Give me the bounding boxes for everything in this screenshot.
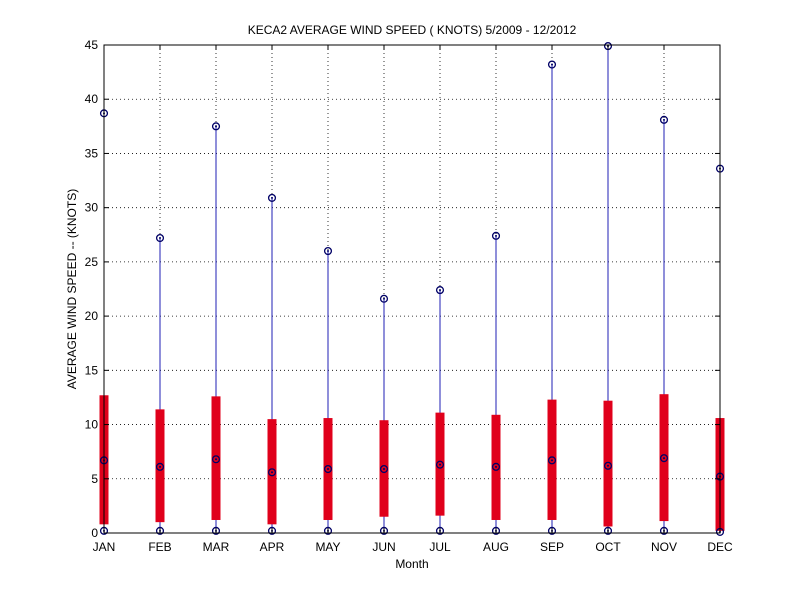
y-ticks: 0 5 10 15 20 25 30 35 40 45	[85, 38, 720, 540]
median-marker-aug	[491, 462, 501, 471]
x-tick-label: JUL	[429, 540, 451, 554]
median-marker-dot-feb	[159, 465, 161, 468]
max-marker-sep	[547, 60, 557, 69]
median-marker-dot-sep	[551, 459, 553, 462]
y-tick-label: 35	[85, 146, 99, 160]
y-tick-label: 0	[91, 526, 98, 540]
x-tick-label: MAR	[203, 540, 230, 554]
max-marker-jul	[435, 286, 445, 295]
x-tick-label: JUN	[372, 540, 395, 554]
max-marker-dot-sep	[551, 63, 553, 66]
box-feb	[155, 409, 165, 523]
min-marker-nov	[659, 526, 669, 535]
x-tick-label: FEB	[148, 540, 171, 554]
plot-frame	[103, 44, 721, 534]
max-marker-apr	[267, 193, 277, 202]
median-marker-sep	[547, 456, 557, 465]
min-marker-mar	[211, 526, 221, 535]
x-axis-label: Month	[395, 557, 428, 571]
box-mar	[211, 396, 221, 520]
max-marker-dot-may	[327, 250, 329, 253]
median-marker-dot-oct	[607, 464, 609, 467]
median-marker-dot-may	[327, 468, 329, 471]
median-marker-dot-apr	[271, 471, 273, 474]
max-marker-nov	[659, 115, 669, 124]
max-marker-dot-jun	[383, 297, 385, 300]
max-marker-feb	[155, 233, 165, 243]
max-marker-dot-apr	[271, 196, 273, 199]
x-tick-label: OCT	[595, 540, 621, 554]
y-tick-label: 40	[85, 92, 99, 106]
max-marker-may	[323, 246, 333, 256]
min-marker-jul	[435, 526, 445, 535]
x-tick-label: DEC	[707, 540, 733, 554]
median-marker-jun	[379, 464, 389, 474]
chart-title: KECA2 AVERAGE WIND SPEED ( KNOTS) 5/2009…	[248, 23, 577, 37]
median-marker-apr	[267, 468, 277, 477]
median-marker-dot-aug	[495, 465, 497, 468]
grid-lines	[104, 45, 720, 533]
median-marker-mar	[211, 455, 221, 464]
y-axis-label: AVERAGE WIND SPEED -- (KNOTS)	[65, 189, 79, 389]
y-tick-label: 10	[85, 418, 99, 432]
max-marker-dot-jul	[439, 289, 441, 292]
x-tick-label: JAN	[93, 540, 116, 554]
max-marker-dot-mar	[215, 125, 217, 128]
max-marker-aug	[491, 231, 501, 240]
y-tick-label: 25	[85, 255, 99, 269]
y-tick-label: 20	[85, 309, 99, 323]
y-tick-label: 45	[85, 38, 99, 52]
median-marker-dot-nov	[663, 457, 665, 460]
min-marker-may	[323, 526, 333, 535]
max-marker-dot-nov	[663, 118, 665, 121]
max-marker-dot-aug	[495, 234, 497, 237]
y-tick-label: 30	[85, 201, 99, 215]
y-tick-label: 5	[91, 472, 98, 486]
median-marker-nov	[659, 454, 669, 463]
median-marker-dot-jun	[383, 468, 385, 471]
max-marker-mar	[211, 122, 221, 131]
data-marks	[99, 42, 725, 536]
x-tick-label: AUG	[483, 540, 509, 554]
min-marker-jun	[379, 526, 389, 535]
median-marker-may	[323, 464, 333, 474]
x-ticks: JAN FEB MAR APR MAY JUN JUL AUG SEP OCT NOV DEC	[93, 45, 733, 554]
median-marker-dot-jul	[439, 463, 441, 466]
x-tick-label: APR	[260, 540, 285, 554]
box-oct	[603, 400, 613, 527]
median-marker-feb	[155, 462, 165, 471]
max-marker-jun	[379, 294, 389, 303]
x-tick-label: NOV	[651, 540, 677, 554]
min-marker-aug	[491, 526, 501, 535]
min-marker-oct	[603, 526, 613, 535]
max-marker-dot-feb	[159, 237, 161, 240]
median-marker-oct	[603, 461, 613, 470]
median-marker-jul	[435, 460, 445, 469]
min-marker-feb	[155, 526, 165, 535]
x-tick-label: SEP	[540, 540, 564, 554]
min-marker-sep	[547, 526, 557, 535]
min-marker-apr	[267, 526, 277, 535]
median-marker-dot-mar	[215, 458, 217, 461]
y-tick-label: 15	[85, 363, 99, 377]
x-tick-label: MAY	[315, 540, 340, 554]
